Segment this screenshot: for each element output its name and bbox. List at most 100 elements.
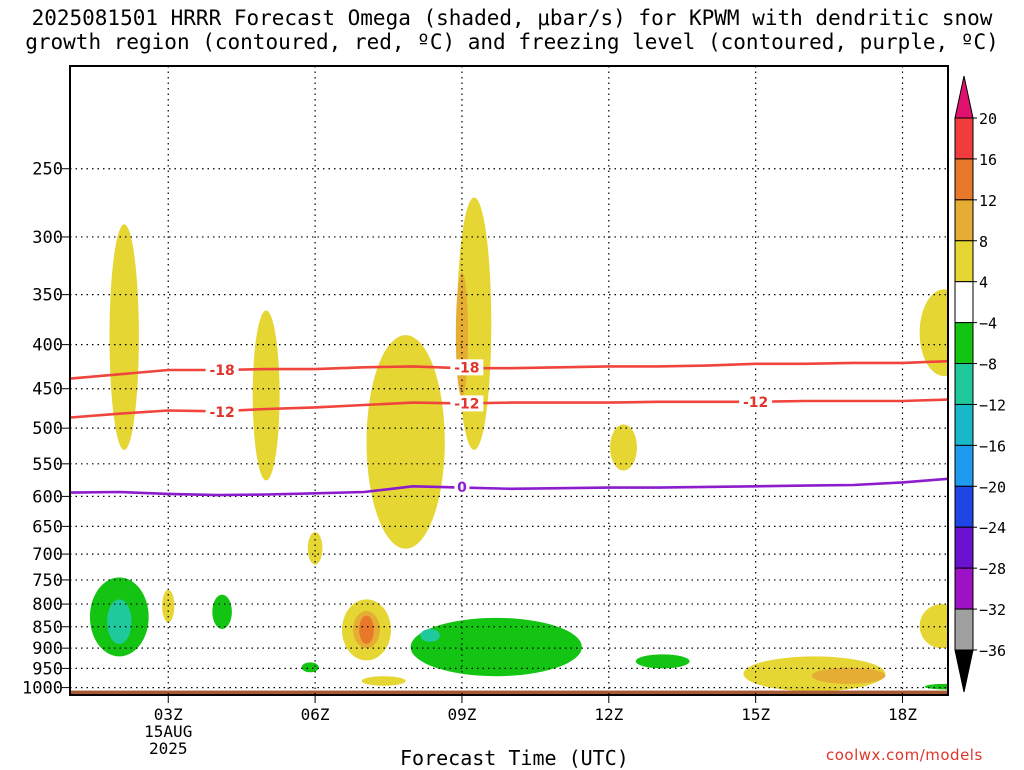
colorbar-swatch xyxy=(954,363,974,405)
colorbar-label: −12 xyxy=(979,396,1006,414)
omega-region xyxy=(919,289,948,377)
omega-region xyxy=(410,617,582,677)
x-tick-label: 03Z xyxy=(154,705,183,724)
credit-text: coolwx.com/models xyxy=(826,746,983,764)
contour-label-bg xyxy=(739,393,773,410)
x-date-label: 2025 xyxy=(149,739,188,758)
colorbar-bottom-arrow xyxy=(954,649,974,693)
contour-label: 0 xyxy=(457,480,467,496)
y-tick-label: 300 xyxy=(32,228,63,248)
contour-label-bg xyxy=(454,478,470,495)
y-tick-label: 500 xyxy=(32,419,63,439)
contour-label: -12 xyxy=(743,395,768,411)
y-tick-label: 700 xyxy=(32,545,63,565)
colorbar-swatch xyxy=(954,240,974,283)
omega-region xyxy=(107,599,132,644)
colorbar: 20 16 12 8 4 −4 −8 −12 −16 −20 −24 −28 −32 −36 xyxy=(954,75,1006,693)
x-tick-label: 15Z xyxy=(741,705,770,724)
colorbar-swatch xyxy=(954,485,974,528)
omega-region xyxy=(307,532,323,565)
omega-region xyxy=(457,197,492,450)
colorbar-swatch xyxy=(954,567,974,610)
grid xyxy=(70,66,948,695)
omega-region xyxy=(361,676,406,686)
omega-region xyxy=(811,667,886,684)
contour-label: -18 xyxy=(209,363,234,379)
y-tick-label: 1000 xyxy=(22,679,63,699)
y-tick-label: 450 xyxy=(32,380,63,400)
colorbar-swatch xyxy=(954,199,974,242)
colorbar-label: −20 xyxy=(979,478,1006,496)
omega-region xyxy=(420,628,440,642)
contours xyxy=(70,359,948,497)
colorbar-label: −36 xyxy=(979,642,1006,660)
title-line-1: 2025081501 HRRR Forecast Omega (shaded, … xyxy=(31,6,993,30)
y-tick-label: 350 xyxy=(32,286,63,306)
colorbar-label: −28 xyxy=(979,560,1006,578)
x-axis-title: Forecast Time (UTC) xyxy=(400,746,629,770)
chart-title: 2025081501 HRRR Forecast Omega (shaded, … xyxy=(0,6,1024,54)
colorbar-swatch xyxy=(954,158,974,201)
contour-label-bg xyxy=(205,404,239,421)
x-tick-label: 18Z xyxy=(888,705,917,724)
colorbar-label: 12 xyxy=(979,192,997,210)
colorbar-swatch xyxy=(954,608,974,651)
contour-labels: -18 -18 -12 -12 -12 0 xyxy=(205,359,773,496)
colorbar-swatch xyxy=(954,444,974,487)
contour-line xyxy=(70,477,948,497)
contour-label: -12 xyxy=(209,405,234,421)
contour-label-bg xyxy=(205,361,239,378)
y-tick-label: 850 xyxy=(32,618,63,638)
y-tick-label: 800 xyxy=(32,595,63,615)
colorbar-label: 8 xyxy=(979,233,988,251)
omega-region xyxy=(212,594,232,629)
colorbar-label: −32 xyxy=(979,601,1006,619)
y-tick-label: 400 xyxy=(32,336,63,356)
surface-terrain xyxy=(70,690,948,695)
colorbar-label: 16 xyxy=(979,151,997,169)
omega-region xyxy=(359,615,374,644)
y-tick-label: 900 xyxy=(32,639,63,659)
omega-region xyxy=(455,272,469,397)
x-tick-label: 12Z xyxy=(594,705,623,724)
colorbar-label: −8 xyxy=(979,356,997,374)
x-tick-label: 09Z xyxy=(447,705,476,724)
contour-line xyxy=(70,359,948,380)
contour-label-bg xyxy=(450,395,484,412)
colorbar-swatch xyxy=(954,281,974,324)
colorbar-swatch xyxy=(954,526,974,569)
x-tick-label: 06Z xyxy=(301,705,330,724)
contour-label-bg xyxy=(450,359,484,376)
colorbar-label: 20 xyxy=(979,110,997,128)
colorbar-swatch xyxy=(954,322,974,365)
omega-region xyxy=(301,662,319,673)
contour-label: -18 xyxy=(454,360,479,376)
omega-region xyxy=(366,335,445,549)
colorbar-top-arrow xyxy=(954,75,974,119)
title-line-2: growth region (contoured, red, ºC) and f… xyxy=(25,30,999,54)
omega-region xyxy=(919,604,948,649)
contour-label: -12 xyxy=(454,396,479,412)
omega-region xyxy=(924,683,948,690)
contour-line xyxy=(70,398,948,419)
colorbar-swatch xyxy=(954,403,974,446)
y-tick-label: 950 xyxy=(32,659,63,679)
omega-shading xyxy=(70,197,948,695)
colorbar-swatch xyxy=(954,117,974,160)
colorbar-label: −4 xyxy=(979,315,997,333)
omega-region xyxy=(109,224,139,450)
omega-region xyxy=(252,310,280,481)
colorbar-label: −16 xyxy=(979,437,1006,455)
y-tick-label: 250 xyxy=(32,160,63,180)
y-tick-label: 550 xyxy=(32,455,63,475)
colorbar-label: 4 xyxy=(979,274,988,292)
omega-region xyxy=(635,654,690,669)
x-date-label: 15AUG xyxy=(144,722,192,741)
y-axis: 2503003504004505005506006507007508008509… xyxy=(22,160,70,699)
omega-region xyxy=(610,424,637,471)
colorbar-label: −24 xyxy=(979,519,1006,537)
y-tick-label: 650 xyxy=(32,517,63,537)
plot-frame xyxy=(69,65,949,696)
